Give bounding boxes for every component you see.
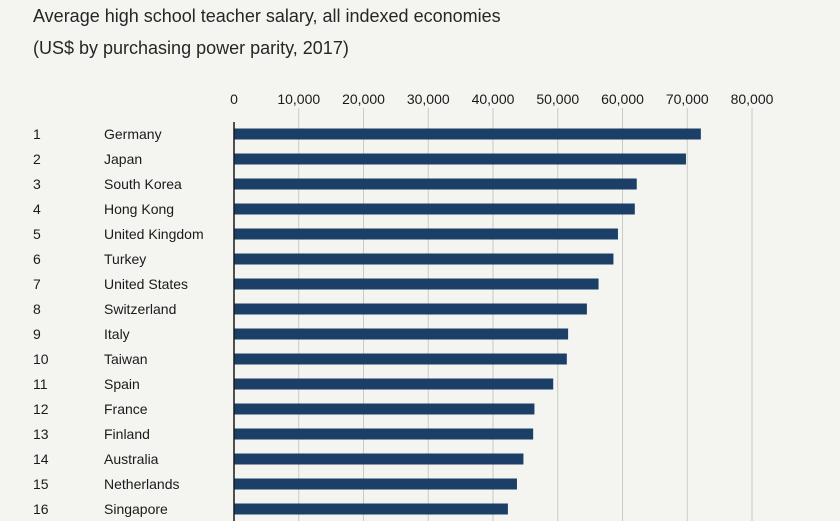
- x-tick-label: 30,000: [407, 91, 450, 107]
- rank-label: 6: [33, 251, 41, 267]
- bar-row: 11 Spain: [33, 376, 554, 392]
- rank-label: 8: [33, 301, 41, 317]
- bar: [234, 453, 524, 465]
- x-tick-label: 40,000: [472, 91, 515, 107]
- rank-label: 2: [33, 151, 41, 167]
- rank-label: 1: [33, 126, 41, 142]
- category-label: Finland: [104, 426, 150, 442]
- x-axis-ticks: 0 10,000 20,000 30,000 40,000 50,000 60,000 70,…: [230, 91, 774, 107]
- category-label: United States: [104, 276, 188, 292]
- bar-row: 4 Hong Kong: [33, 201, 635, 217]
- x-tick-label: 60,000: [601, 91, 644, 107]
- bar-row: 9 Italy: [33, 326, 569, 342]
- rank-label: 10: [33, 351, 49, 367]
- rank-label: 15: [33, 476, 49, 492]
- bar-row: 14 Australia: [33, 451, 524, 467]
- bar-row: 15 Netherlands: [33, 476, 517, 492]
- category-label: Switzerland: [104, 301, 176, 317]
- rank-label: 11: [33, 376, 48, 392]
- bar: [234, 478, 517, 490]
- title-block: Average high school teacher salary, all …: [33, 2, 501, 62]
- category-label: Netherlands: [104, 476, 180, 492]
- chart-title: Average high school teacher salary, all …: [33, 6, 501, 26]
- bar-row: 6 Turkey: [33, 251, 614, 267]
- bar-rows: 1 Germany 2 Japan 3 South Korea 4 Hong Kong 5 Uni…: [33, 126, 701, 517]
- x-tick-label: 20,000: [342, 91, 385, 107]
- bar-row: 1 Germany: [33, 126, 701, 142]
- category-label: Germany: [104, 126, 162, 142]
- x-tick-label: 70,000: [666, 91, 709, 107]
- bar-row: 7 United States: [33, 276, 599, 292]
- rank-label: 3: [33, 176, 41, 192]
- bar: [234, 128, 701, 140]
- bar: [234, 303, 587, 315]
- category-label: Spain: [104, 376, 140, 392]
- category-label: South Korea: [104, 176, 182, 192]
- rank-label: 5: [33, 226, 41, 242]
- bar: [234, 353, 567, 365]
- x-tick-label: 50,000: [536, 91, 579, 107]
- category-label: Japan: [104, 151, 142, 167]
- bar: [234, 428, 534, 440]
- x-tick-label: 80,000: [731, 91, 774, 107]
- bar-row: 13 Finland: [33, 426, 534, 442]
- category-label: Turkey: [104, 251, 146, 267]
- bar-row: 3 South Korea: [33, 176, 637, 192]
- bar: [234, 153, 686, 165]
- bar-row: 16 Singapore: [33, 501, 508, 517]
- rank-label: 14: [33, 451, 49, 467]
- category-label: United Kingdom: [104, 226, 204, 242]
- bar: [234, 178, 637, 190]
- category-label: Australia: [104, 451, 159, 467]
- x-tick-label: 10,000: [277, 91, 320, 107]
- category-label: France: [104, 401, 148, 417]
- category-label: Taiwan: [104, 351, 148, 367]
- bar-row: 5 United Kingdom: [33, 226, 618, 242]
- bar: [234, 378, 554, 390]
- bar-row: 12 France: [33, 401, 535, 417]
- category-label: Italy: [104, 326, 130, 342]
- bar: [234, 228, 618, 240]
- bar: [234, 503, 508, 515]
- rank-label: 9: [33, 326, 41, 342]
- x-tick-label: 0: [230, 91, 238, 107]
- category-label: Hong Kong: [104, 201, 174, 217]
- rank-label: 4: [33, 201, 41, 217]
- rank-label: 13: [33, 426, 49, 442]
- bar-row: 8 Switzerland: [33, 301, 587, 317]
- bar: [234, 403, 535, 415]
- bar-row: 2 Japan: [33, 151, 686, 167]
- rank-label: 7: [33, 276, 41, 292]
- chart-subtitle: (US$ by purchasing power parity, 2017): [33, 38, 349, 58]
- rank-label: 16: [33, 501, 49, 517]
- category-label: Singapore: [104, 501, 168, 517]
- bar: [234, 328, 569, 340]
- bar: [234, 203, 635, 215]
- rank-label: 12: [33, 401, 49, 417]
- bar: [234, 253, 614, 265]
- bar: [234, 278, 599, 290]
- gridlines: [298, 108, 753, 521]
- bar-row: 10 Taiwan: [33, 351, 567, 367]
